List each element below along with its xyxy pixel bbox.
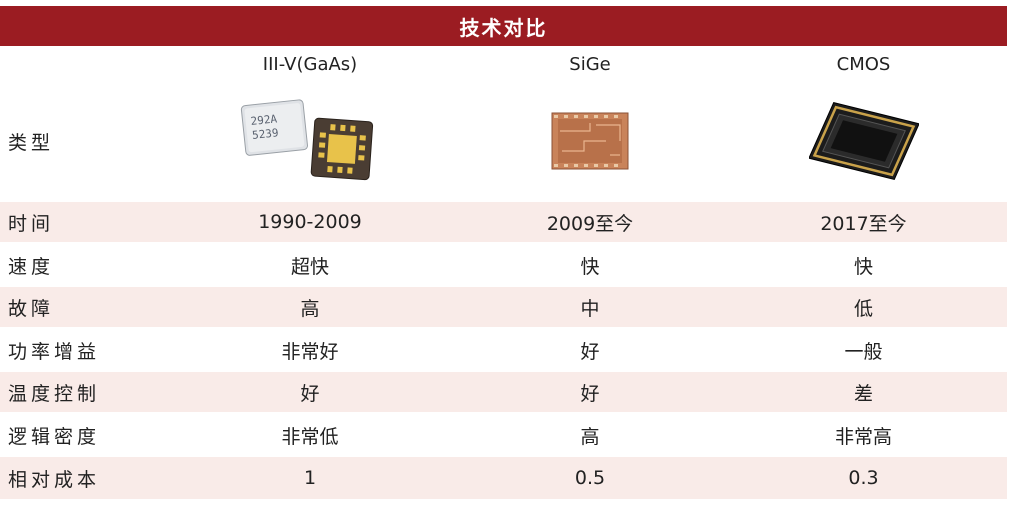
cell-gaas: 非常低 — [281, 425, 339, 448]
table-title: 技术对比 — [0, 6, 1007, 46]
cell-sige: 快 — [580, 255, 600, 278]
cell-cmos: 差 — [853, 382, 873, 405]
cell-gaas: 非常好 — [281, 340, 339, 363]
cell-cmos: 0.3 — [848, 467, 879, 489]
cell-cmos: 低 — [853, 297, 873, 320]
svg-text:292A: 292A — [250, 112, 278, 128]
table-row: 逻辑密度 非常低 高 非常高 — [0, 415, 1007, 455]
row-label: 相对成本 — [8, 468, 101, 491]
cell-sige: 0.5 — [574, 467, 606, 489]
cmos-sensor-image — [720, 96, 1007, 186]
cell-cmos: 2017至今 — [820, 212, 907, 235]
table-row: 速度 超快 快 快 — [0, 245, 1007, 285]
row-label: 温度控制 — [8, 382, 101, 405]
cell-cmos: 一般 — [844, 340, 883, 363]
cell-gaas: 好 — [300, 382, 320, 405]
row-label: 速度 — [8, 255, 55, 278]
row-label: 逻辑密度 — [8, 425, 101, 448]
cell-sige: 好 — [580, 340, 600, 363]
cell-sige: 高 — [580, 425, 600, 448]
cell-gaas: 超快 — [290, 255, 329, 278]
row-label: 时间 — [8, 212, 55, 235]
row-label: 故障 — [8, 297, 55, 320]
cell-cmos: 快 — [853, 255, 873, 278]
table-row: 故障 高 中 低 — [0, 287, 1007, 327]
svg-text:5239: 5239 — [251, 126, 279, 142]
column-header-cmos: CMOS — [836, 53, 891, 75]
gaas-chip-image: 292A 5239 — [160, 96, 460, 186]
type-row: 类型 292A 5239 — [0, 82, 1007, 200]
cell-gaas: 1 — [303, 467, 317, 489]
cell-gaas: 高 — [300, 297, 320, 320]
table-row: 时间 1990-2009 2009至今 2017至今 — [0, 202, 1007, 242]
table-row: 功率增益 非常好 好 一般 — [0, 330, 1007, 370]
type-label: 类型 — [8, 131, 55, 154]
cell-sige: 好 — [580, 382, 600, 405]
table-row: 相对成本 1 0.5 0.3 — [0, 457, 1007, 499]
table-row: 温度控制 好 好 差 — [0, 372, 1007, 412]
column-header-sige: SiGe — [569, 53, 611, 75]
cell-cmos: 非常高 — [834, 425, 892, 448]
row-label: 功率增益 — [8, 340, 101, 363]
column-header-row: III-V(GaAs) SiGe CMOS — [0, 46, 1007, 82]
cell-sige: 中 — [580, 297, 600, 320]
column-header-gaas: III-V(GaAs) — [262, 53, 358, 75]
sige-chip-image — [460, 111, 720, 171]
cell-gaas: 1990-2009 — [258, 211, 362, 233]
cell-sige: 2009至今 — [546, 212, 634, 235]
